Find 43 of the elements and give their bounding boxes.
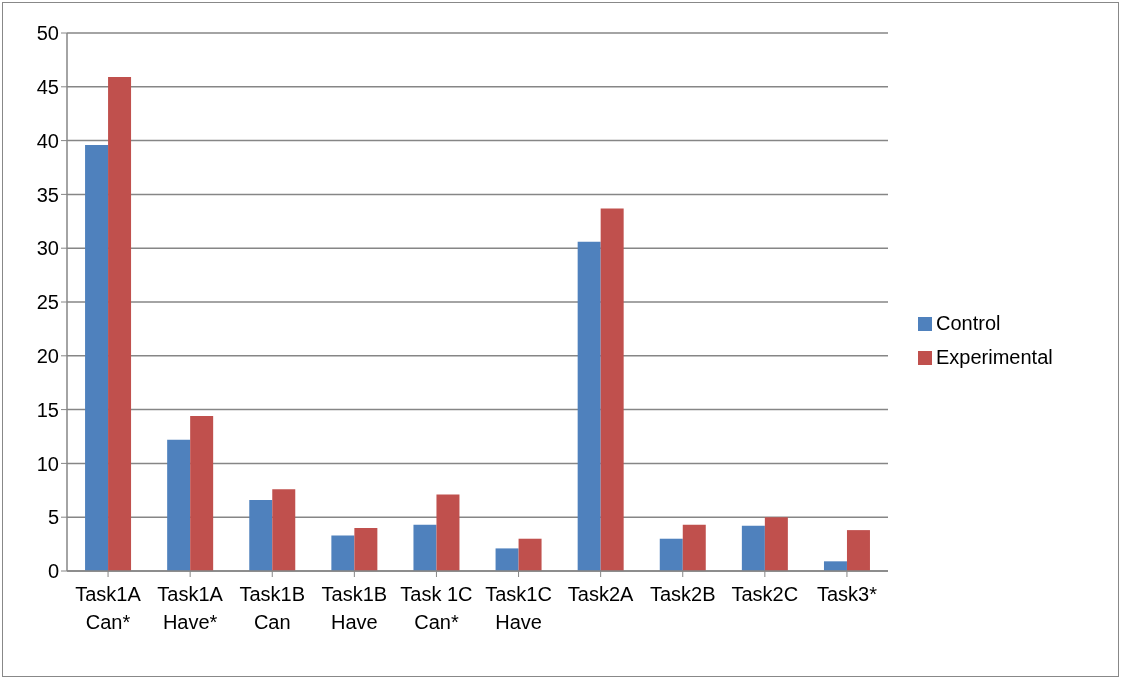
y-tick-label: 5	[47, 506, 59, 529]
bar	[600, 208, 624, 571]
y-tick-label: 20	[36, 344, 59, 367]
bar	[659, 538, 683, 571]
bar	[272, 489, 296, 571]
bar	[249, 499, 273, 571]
x-tick-label: Task1A Have*	[157, 583, 224, 633]
y-tick-label: 50	[36, 22, 59, 45]
bar	[577, 241, 601, 571]
bar	[823, 561, 847, 571]
y-tick-label: 40	[36, 129, 59, 152]
legend-label: Experimental	[936, 345, 1053, 368]
bar	[518, 538, 542, 571]
legend-label: Control	[936, 311, 1001, 334]
bar	[190, 416, 214, 571]
x-tick-label: Task2C	[731, 583, 799, 605]
y-tick-label: 35	[36, 183, 59, 206]
bar	[682, 524, 706, 571]
bar	[413, 524, 437, 571]
x-tick-label: Task2A	[567, 583, 635, 605]
x-tick-label: Task1C Have	[485, 583, 552, 633]
y-tick-label: 0	[47, 560, 59, 583]
bar	[495, 548, 519, 571]
bar	[354, 527, 378, 571]
x-tick-label: Task 1C Can*	[400, 583, 473, 633]
x-tick-label: Task1B Have	[321, 583, 388, 633]
bar	[436, 494, 460, 571]
bar	[846, 530, 870, 571]
x-tick-label: Task1B Can	[239, 583, 306, 633]
bar	[764, 517, 788, 571]
x-tick-label: Task3*	[816, 583, 878, 605]
bar	[85, 144, 109, 571]
bar	[108, 77, 132, 571]
x-tick-label: Task2B	[649, 583, 716, 605]
bar	[331, 535, 355, 571]
y-tick-label: 10	[36, 452, 59, 475]
y-tick-label: 15	[36, 398, 59, 421]
x-tick-label: Task1A Can*	[75, 583, 142, 633]
y-tick-label: 45	[36, 75, 59, 98]
y-tick-label: 25	[36, 291, 59, 314]
bar	[167, 439, 191, 571]
y-tick-label: 30	[36, 237, 59, 260]
bar	[741, 525, 765, 571]
